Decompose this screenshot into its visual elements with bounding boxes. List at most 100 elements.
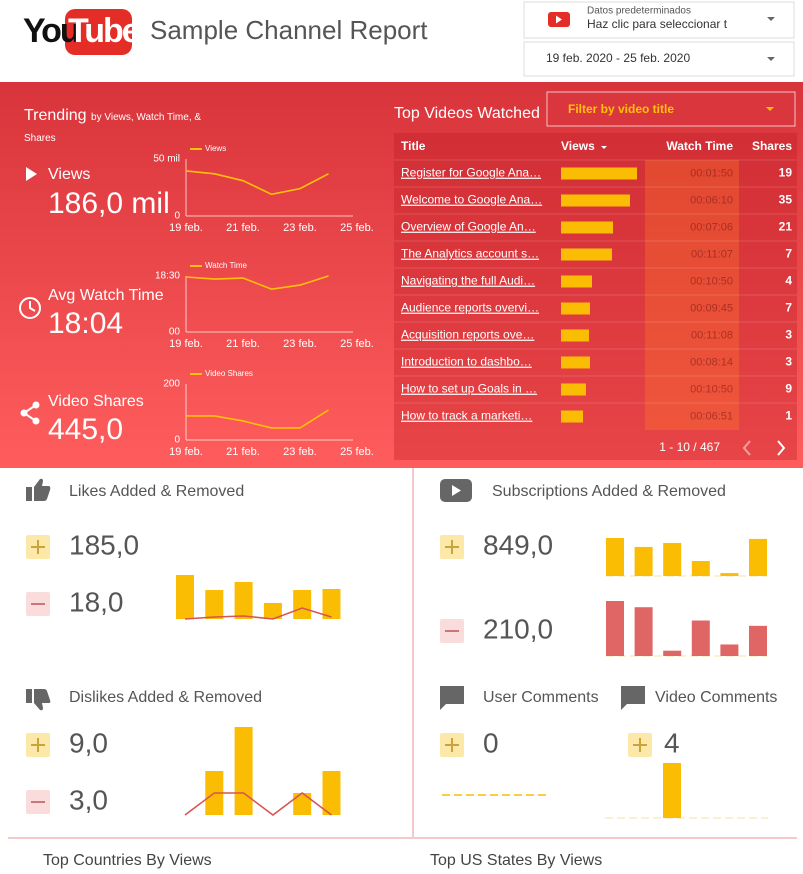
play-icon [26,167,37,181]
logo-you: You [23,12,79,50]
shares: 7 [785,247,792,261]
video-title[interactable]: Introduction to dashbo… [401,355,532,369]
legend-label: Video Shares [205,369,253,378]
yt-icon-play [556,15,562,24]
removed-value: 18,0 [69,586,124,617]
panel-title: Dislikes Added & Removed [69,689,262,706]
x-tick-label: 19 feb. [169,222,203,234]
panel-title: Subscriptions Added & Removed [492,483,726,500]
metric-value: 445,0 [48,413,123,446]
shares: 3 [785,328,792,342]
report-title: Sample Channel Report [150,15,428,45]
watch-time: 00:11:08 [691,329,733,341]
bar [691,620,710,656]
x-tick-label: 21 feb. [226,338,260,350]
video-title[interactable]: Overview of Google An… [401,220,536,234]
bar [234,582,253,619]
filter-control[interactable] [546,91,796,127]
plus-sign [445,540,459,554]
pagination: 1 - 10 / 467 [659,440,720,454]
bar [634,546,653,576]
shares: 7 [785,301,792,315]
prev-page[interactable] [742,440,751,456]
x-tick-label: 19 feb. [169,338,203,350]
caret [766,107,774,111]
shares: 4 [785,274,792,288]
bar [720,573,739,576]
bar [663,763,681,818]
legend-label: Watch Time [205,261,247,270]
watch-time: 00:10:50 [690,383,733,395]
caret [767,57,775,61]
panel-title: Video Comments [655,689,777,706]
watch-time: 00:06:10 [690,194,733,206]
bar [322,771,341,815]
views-bar [561,329,589,342]
shares: 1 [785,409,792,423]
watch-time: 00:09:45 [690,302,733,314]
views-bar [561,356,590,369]
x-tick-label: 21 feb. [226,222,260,234]
column-header: Title [401,139,426,153]
clock-icon [19,297,41,319]
x-tick-label: 23 feb. [283,338,317,350]
comment-icon [440,686,464,710]
views-bar [561,194,630,207]
metric-label: Video Shares [48,393,144,410]
video-title[interactable]: How to track a marketi… [401,409,532,423]
logo-tube: Tube [68,12,140,50]
account-selector[interactable] [523,1,795,39]
video-title[interactable]: Register for Google Ana… [401,166,541,180]
bar [293,793,312,815]
views-bar [561,221,613,234]
line [186,409,329,429]
trending-subtitle: by Views, Watch Time, & Shares [24,112,202,144]
next-page[interactable] [777,440,786,456]
bar [322,589,341,619]
metric-value: 18:04 [48,307,123,340]
bar [263,603,282,619]
views-bar [561,383,586,396]
plus-sign [445,738,459,752]
video-title[interactable]: The Analytics account s… [401,247,539,261]
bar [749,625,767,656]
line [185,275,329,290]
bar [663,650,682,656]
views-bar [561,302,590,315]
panel-title: User Comments [483,689,599,706]
bar [606,601,624,656]
subs-play [452,485,461,496]
bar [293,590,312,619]
shares: 35 [779,193,793,207]
filter-label: Filter by video title [568,102,674,116]
video-title[interactable]: Audience reports overvi… [401,301,539,315]
y-tick-label: 0 [174,211,180,222]
comment-icon [621,686,645,710]
trending-heading: Trending by Views, Watch Time, & Shares [24,106,224,148]
date-selector[interactable] [523,41,795,77]
clock-hands [29,301,36,312]
metric-value: 186,0 mil [48,187,170,220]
video-title[interactable]: How to set up Goals in … [401,382,537,396]
column-header: Watch Time [666,139,733,153]
sort-arrow [601,146,607,149]
watch-time: 00:01:50 [690,167,733,179]
caret [767,17,775,21]
x-tick-label: 25 feb. [340,338,374,350]
x-tick-label: 23 feb. [283,446,317,458]
bar [205,590,224,619]
video-title[interactable]: Acquisition reports ove… [401,328,534,342]
y-tick-label: 200 [163,379,180,390]
bar [720,644,739,656]
y-tick-label: 50 mil [153,154,180,165]
section-title: Top US States By Views [430,852,602,869]
added-value: 0 [483,727,499,758]
trend-panel [0,82,803,468]
video-title[interactable]: Welcome to Google Ana… [401,193,542,207]
video-title[interactable]: Navigating the full Audi… [401,274,535,288]
added-value: 4 [664,727,680,758]
y-tick-label: 00 [169,327,181,338]
plus-sign [633,738,647,752]
legend-label: Views [205,144,226,153]
x-tick-label: 25 feb. [340,222,374,234]
